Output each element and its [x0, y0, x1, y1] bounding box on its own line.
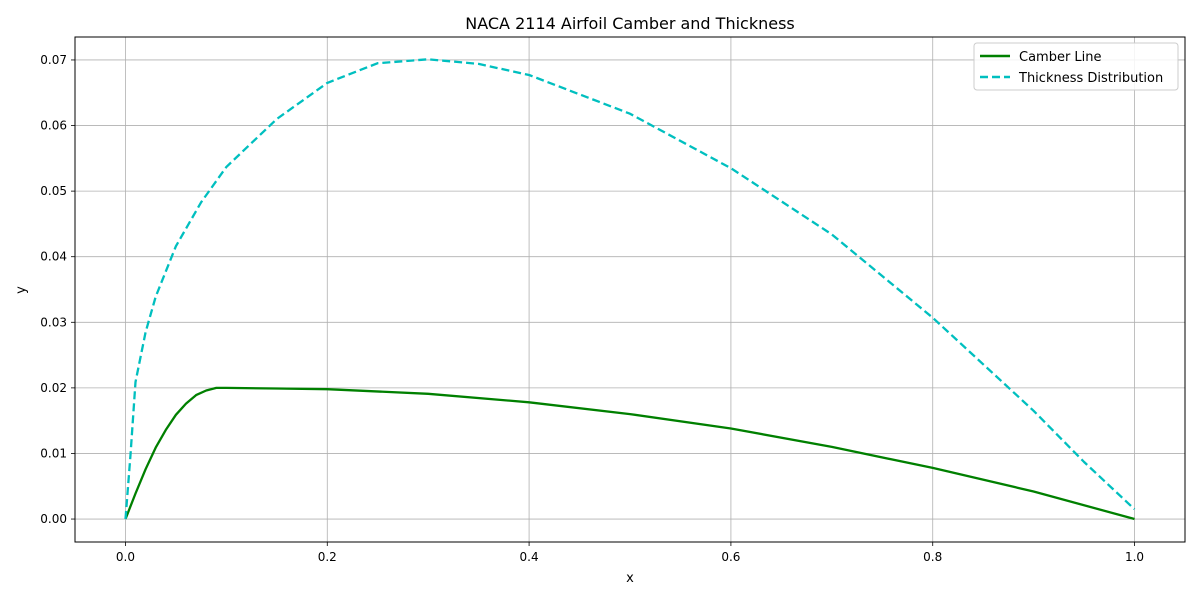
y-axis-ticks: 0.00 0.01 0.02 0.03 0.04 0.05 0.06 0.07 [40, 53, 75, 526]
legend: Camber Line Thickness Distribution [973, 42, 1179, 91]
x-tick-label: 0.2 [318, 550, 337, 564]
y-tick-label: 0.04 [40, 250, 67, 264]
x-tick-label: 0.4 [520, 550, 539, 564]
chart-title: NACA 2114 Airfoil Camber and Thickness [465, 14, 795, 33]
x-tick-label: 0.0 [116, 550, 135, 564]
y-tick-label: 0.02 [40, 381, 67, 395]
x-axis-label: x [626, 571, 634, 586]
x-tick-label: 0.8 [923, 550, 942, 564]
y-tick-label: 0.07 [40, 53, 67, 67]
series-line-camber-line [124, 386, 1135, 521]
plot-frame [74, 36, 1186, 543]
x-tick-label: 0.6 [721, 550, 740, 564]
x-tick-label: 1.0 [1125, 550, 1144, 564]
y-tick-label: 0.05 [40, 184, 67, 198]
series-line-thickness-distribution [124, 58, 1136, 520]
y-axis-label: y [14, 286, 29, 294]
y-tick-label: 0.06 [40, 119, 67, 133]
x-axis-ticks: 0.0 0.2 0.4 0.6 0.8 1.0 [116, 542, 1144, 564]
y-tick-label: 0.00 [40, 512, 67, 526]
legend-box [973, 42, 1179, 91]
legend-label-thickness-distribution: Thickness Distribution [1018, 71, 1163, 86]
series-lines [124, 58, 1136, 521]
y-tick-label: 0.03 [40, 315, 67, 329]
legend-label-camber-line: Camber Line [1019, 50, 1102, 65]
y-tick-label: 0.01 [40, 446, 67, 460]
